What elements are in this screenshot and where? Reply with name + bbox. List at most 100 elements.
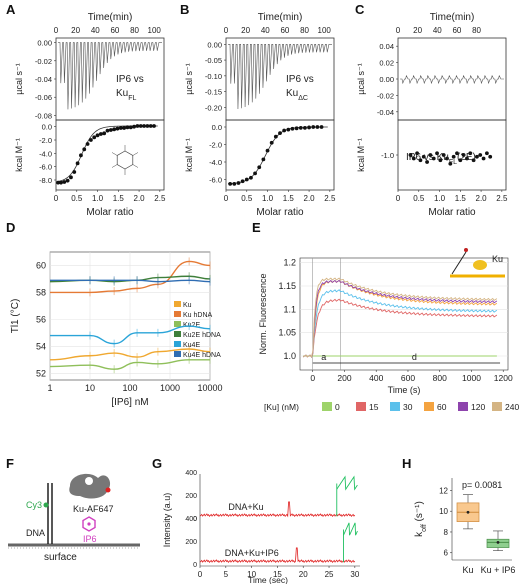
ip6-icon-center: [87, 522, 91, 526]
mean-point: [496, 540, 500, 544]
y-tick-label: 0: [193, 562, 197, 569]
panel-title: IP6 vs KuFL(2E): [406, 152, 476, 166]
legend-label: 15: [369, 402, 379, 412]
legend-label: Ku2E hDNA: [183, 332, 221, 339]
legend-swatch: [174, 341, 181, 347]
segment-a-label: a: [321, 352, 326, 362]
time-tick-label: 20: [241, 26, 250, 35]
x-tick-label: 0: [310, 373, 315, 383]
data-point: [88, 138, 93, 142]
data-point: [290, 126, 295, 131]
y-axis-label: koff (s⁻¹): [414, 501, 428, 537]
data-point: [468, 151, 473, 156]
series-label: DNA+Ku+IP6: [225, 548, 279, 558]
series-label: DNA+Ku: [228, 502, 263, 512]
ip6-label: IP6: [83, 534, 97, 544]
y-tick-label: 54: [36, 341, 46, 351]
data-point: [240, 179, 245, 184]
itc-panel-c: Time(min) 0 20 40 60 80 0.04 0.02 0.00 -0.02 -0.04…: [356, 12, 508, 218]
category-label: Ku + IP6: [481, 565, 516, 575]
y-tick-label: 400: [185, 516, 197, 523]
panel-title-prefix: IP6 vs: [116, 74, 144, 85]
legend-swatch: [174, 321, 181, 327]
raw-y-tick-label: 0.04: [379, 42, 394, 51]
data-point: [303, 125, 307, 130]
x-tick-label: 1.5: [455, 194, 467, 203]
y-tick-label: 1.15: [278, 281, 296, 291]
panel-letter-g: G: [152, 456, 162, 471]
data-point: [465, 156, 469, 161]
plot-frame: [299, 257, 509, 371]
y-tick-label: 58: [36, 287, 46, 297]
x-tick-label: 10: [85, 383, 95, 393]
int-y-axis-label: kcal M⁻¹: [14, 138, 24, 172]
panel-letter-c: C: [355, 2, 365, 17]
ku-af647-label: Ku-AF647: [73, 504, 114, 514]
data-point: [435, 151, 439, 156]
x-tick-label: 0: [198, 570, 203, 579]
box-ku-ip6: Ku + IP6: [481, 530, 516, 575]
x-axis-label: Time (sec): [248, 575, 288, 584]
integrated-plot-frame: [55, 119, 165, 191]
data-point: [448, 161, 453, 166]
y-axis-label: Intensity (a.u): [162, 493, 172, 548]
data-point: [445, 156, 449, 161]
raw-injection-trace: [400, 74, 504, 85]
integrated-plot-frame: [225, 119, 335, 191]
y-tick-label: 1.2: [283, 258, 296, 268]
concentration-legend: [Ku] (nM) 0 15 30 60 120 240: [264, 402, 519, 412]
int-y-tick-label: -8.0: [39, 176, 52, 185]
ku-icon: [473, 260, 487, 270]
data-point: [265, 148, 270, 153]
x-axis-label: Molar ratio: [86, 207, 134, 218]
y-tick-label: 10: [439, 507, 448, 516]
legend-title: [Ku] (nM): [264, 402, 299, 412]
time-tick-label: 80: [472, 26, 481, 35]
x-tick-label: 1: [47, 383, 52, 393]
x-tick-label: 800: [433, 373, 447, 383]
raw-y-tick-label: -0.10: [205, 72, 222, 81]
data-point: [484, 151, 489, 156]
legend-swatch: [424, 402, 434, 411]
panel-h-chart: 6 8 10 12 koff (s⁻¹) Ku Ku + IP6 p= 0.0081: [414, 478, 515, 575]
dna-label: DNA: [26, 528, 45, 538]
data-point: [415, 151, 420, 156]
x-tick-label: 0: [396, 194, 401, 203]
legend-swatch: [492, 402, 502, 411]
fluorophore-star-icon: [464, 248, 468, 252]
time-tick-label: 0: [396, 26, 401, 35]
y-tick-label: 0: [193, 516, 197, 523]
data-point: [458, 158, 463, 163]
series-ku-hdna: Ku hDNA: [49, 257, 213, 319]
x-tick-label: 5: [224, 570, 229, 579]
data-point: [411, 156, 416, 161]
legend-label: 30: [403, 402, 413, 412]
data-point: [152, 124, 156, 128]
x-tick-label: 2.5: [154, 194, 166, 203]
x-tick-label: 30: [350, 570, 359, 579]
data-point: [282, 128, 287, 133]
data-point: [418, 158, 423, 163]
data-point: [461, 153, 466, 157]
data-point: [72, 170, 77, 174]
ip6-bond: [111, 152, 118, 156]
legend-label: Ku4E hDNA: [183, 352, 221, 359]
y-tick-label: 1.05: [278, 328, 296, 338]
raw-injection-trace: [58, 42, 162, 110]
int-y-tick-label: 0.0: [42, 123, 52, 132]
inset-ku-label: Ku: [492, 254, 503, 264]
surface-label: surface: [44, 552, 77, 563]
x-tick-label: 1.0: [262, 194, 274, 203]
data-point: [125, 125, 130, 130]
raw-y-tick-label: 0.00: [379, 75, 394, 84]
mean-point: [466, 510, 470, 514]
legend-label: Ku: [183, 302, 192, 309]
x-tick-label: 2.0: [476, 194, 488, 203]
x-axis-label: Molar ratio: [428, 207, 476, 218]
data-point: [82, 147, 87, 152]
x-tick-label: 2.0: [304, 194, 316, 203]
data-point: [236, 181, 241, 185]
panel-g-chart: 0 5 10 15 20 25 30 Time (sec) Intensity (a.u) 400…: [162, 470, 360, 584]
p-value-label: p= 0.0081: [462, 480, 502, 490]
data-point: [428, 153, 433, 157]
